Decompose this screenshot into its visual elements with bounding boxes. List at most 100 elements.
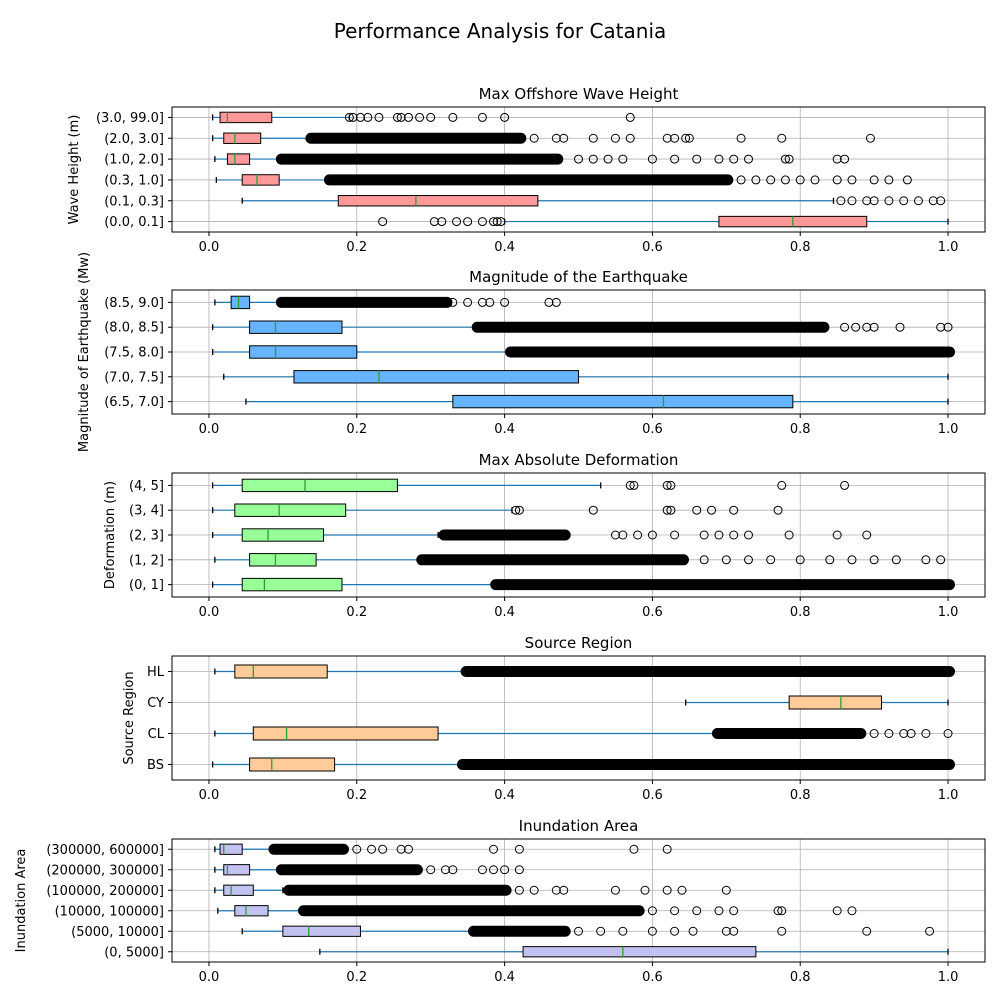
outlier-point <box>780 154 790 164</box>
outlier-point <box>448 112 458 122</box>
outlier-point <box>625 133 635 143</box>
outlier-cluster-core <box>281 301 447 303</box>
outlier-cluster-core <box>422 559 683 561</box>
outlier-point <box>729 926 739 936</box>
box-item <box>211 345 956 359</box>
x-tick-label: 0.0 <box>199 240 220 255</box>
outlier-point <box>840 322 850 332</box>
outlier-point <box>618 530 628 540</box>
outlier-point <box>396 112 406 122</box>
x-tick-label: 0.6 <box>642 788 663 803</box>
outlier-cluster <box>456 759 956 770</box>
outlier-point <box>514 505 524 515</box>
outlier-cluster <box>275 864 423 876</box>
y-tick-label: (3, 4] <box>129 504 164 519</box>
outlier-point <box>906 729 916 738</box>
box <box>293 370 579 384</box>
outlier-cluster <box>305 132 527 144</box>
y-tick-label: (4, 5] <box>129 479 164 494</box>
panel-title: Max Offshore Wave Height <box>479 85 679 103</box>
box-item <box>241 195 946 207</box>
outlier-point <box>943 322 953 332</box>
x-tick-label: 0.4 <box>494 788 515 803</box>
box-item <box>211 503 783 517</box>
outlier-point <box>902 175 912 185</box>
outlier-point <box>736 175 746 185</box>
outlier-point <box>795 175 805 185</box>
chart-panel: 0.0 0.2 0.4 0.6 0.8 1.0 (0, 1] (1, 2] (2, 3] (3, … <box>103 451 986 620</box>
box <box>788 695 883 710</box>
outlier-point <box>529 133 539 143</box>
outlier-point <box>662 844 672 854</box>
outlier-cluster-core <box>304 910 639 912</box>
outlier-point <box>670 530 680 540</box>
box <box>522 946 757 958</box>
outlier-point <box>699 530 709 540</box>
outlier-cluster <box>468 925 571 937</box>
outlier-cluster <box>711 728 867 739</box>
outlier-cluster <box>504 346 956 358</box>
outlier-point <box>847 906 857 916</box>
outlier-point <box>913 196 923 206</box>
outlier-point <box>832 906 842 916</box>
outlier-point <box>847 196 857 206</box>
box <box>234 503 347 517</box>
outlier-point <box>574 926 583 936</box>
outlier-point <box>629 844 639 854</box>
outlier-point <box>684 133 694 143</box>
outlier-point <box>670 154 680 164</box>
box-item <box>245 394 949 409</box>
outlier-point <box>936 555 946 565</box>
y-tick-label: (0.1, 0.3] <box>104 194 164 209</box>
figure-title: Performance Analysis for Catania <box>334 19 667 43</box>
outlier-point <box>795 555 805 565</box>
outlier-point <box>743 555 753 565</box>
outlier-point <box>899 196 909 206</box>
x-tick-label: 0.0 <box>199 605 220 620</box>
outlier-point <box>610 530 620 540</box>
outlier-point <box>777 133 787 143</box>
outlier-point <box>810 175 820 185</box>
outlier-point <box>640 885 650 895</box>
outlier-point <box>378 844 388 854</box>
box-item <box>378 215 949 228</box>
outlier-point <box>869 322 879 332</box>
outlier-cluster-core <box>311 137 521 139</box>
outlier-point <box>496 217 506 227</box>
box <box>452 394 794 409</box>
outlier-cluster-core <box>281 158 558 160</box>
box-item <box>214 664 956 679</box>
outlier-cluster-core <box>477 326 824 328</box>
outlier-point <box>529 885 539 895</box>
outlier-cluster-core <box>717 733 861 734</box>
x-tick-label: 0.0 <box>199 788 220 803</box>
outlier-point <box>662 505 672 515</box>
outlier-point <box>729 505 739 515</box>
outlier-point <box>610 885 620 895</box>
outlier-point <box>832 175 842 185</box>
outlier-point <box>721 885 731 895</box>
outlier-point <box>714 154 724 164</box>
outlier-point <box>511 505 521 515</box>
x-tick-label: 0.6 <box>642 605 663 620</box>
y-tick-label: (0.0, 0.1] <box>104 215 164 230</box>
outlier-point <box>662 885 672 895</box>
x-tick-label: 0.2 <box>346 605 367 620</box>
axes-frame <box>171 106 986 233</box>
outlier-point <box>899 729 909 738</box>
panel-title: Max Absolute Deformation <box>479 451 679 469</box>
outlier-point <box>618 154 628 164</box>
outlier-cluster <box>283 884 512 896</box>
outlier-point <box>463 217 473 227</box>
y-tick-label: (7.5, 8.0] <box>104 346 164 361</box>
outlier-point <box>840 480 850 490</box>
y-tick-label: (5000, 10000] <box>71 925 164 940</box>
y-axis-label: Source Region <box>122 671 137 764</box>
y-tick-label: (1, 2] <box>129 553 164 568</box>
y-tick-label: (0, 1] <box>129 578 164 593</box>
outlier-point <box>721 555 731 565</box>
outlier-cluster <box>471 321 830 333</box>
y-tick-label: (100000, 200000] <box>46 884 164 899</box>
outlier-point <box>647 906 657 916</box>
outlier-cluster <box>298 905 645 917</box>
